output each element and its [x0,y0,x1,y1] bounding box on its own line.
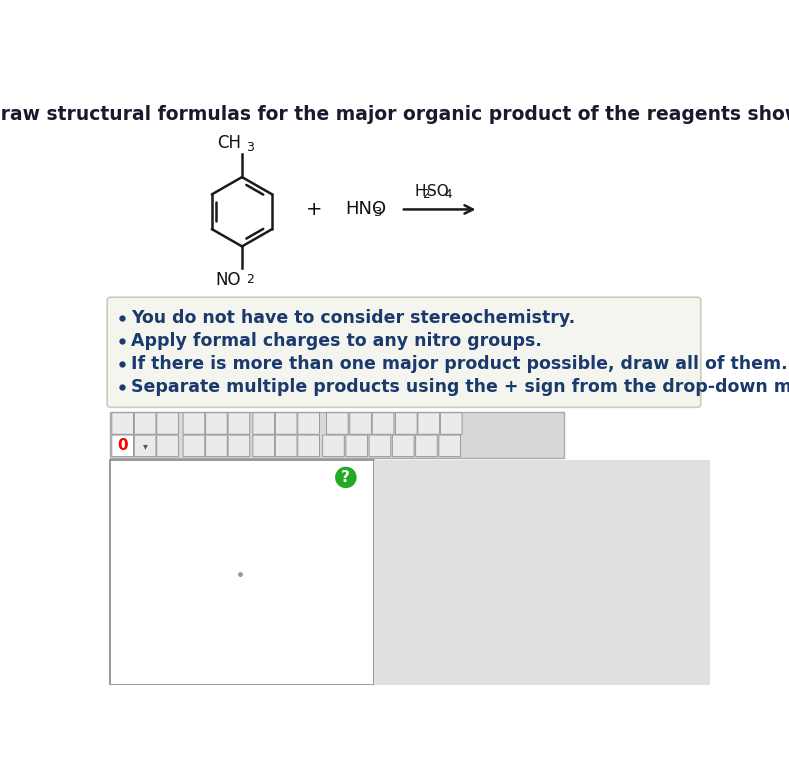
FancyBboxPatch shape [134,413,156,434]
FancyBboxPatch shape [228,413,250,434]
FancyBboxPatch shape [297,413,320,434]
FancyBboxPatch shape [183,435,205,457]
Text: 4: 4 [444,188,452,201]
FancyBboxPatch shape [157,413,178,434]
FancyBboxPatch shape [206,435,227,457]
Bar [110,460,374,685]
Text: Separate multiple products using the + sign from the drop-down menu.: Separate multiple products using the + s… [131,378,789,397]
Circle shape [336,467,356,487]
FancyBboxPatch shape [157,435,178,457]
Bar [110,412,563,458]
Text: 2: 2 [422,188,429,201]
FancyBboxPatch shape [275,435,297,457]
FancyBboxPatch shape [323,435,344,457]
FancyBboxPatch shape [206,413,227,434]
Text: +: + [306,200,323,219]
FancyBboxPatch shape [107,297,701,407]
FancyBboxPatch shape [228,435,250,457]
FancyBboxPatch shape [112,435,133,457]
FancyBboxPatch shape [418,413,439,434]
Text: Apply formal charges to any nitro groups.: Apply formal charges to any nitro groups… [131,332,542,350]
Text: 2: 2 [246,273,254,286]
Text: H: H [415,184,426,199]
Text: You do not have to consider stereochemistry.: You do not have to consider stereochemis… [131,309,575,327]
FancyBboxPatch shape [395,413,417,434]
Text: 0: 0 [118,438,128,454]
Text: Draw structural formulas for the major organic product of the reagents shown.: Draw structural formulas for the major o… [0,105,789,124]
FancyBboxPatch shape [112,413,133,434]
Text: ?: ? [342,470,350,485]
Text: If there is more than one major product possible, draw all of them.: If there is more than one major product … [131,355,787,373]
FancyBboxPatch shape [183,413,205,434]
FancyBboxPatch shape [297,435,320,457]
FancyBboxPatch shape [392,435,414,457]
FancyBboxPatch shape [369,435,391,457]
FancyBboxPatch shape [252,413,275,434]
FancyBboxPatch shape [252,435,275,457]
FancyBboxPatch shape [134,435,156,457]
Bar [374,460,710,685]
FancyBboxPatch shape [327,413,348,434]
Text: CH: CH [217,135,241,152]
FancyBboxPatch shape [439,435,461,457]
Text: 3: 3 [374,206,382,219]
FancyBboxPatch shape [440,413,462,434]
Text: ▾: ▾ [143,441,148,450]
FancyBboxPatch shape [350,413,372,434]
FancyBboxPatch shape [372,413,394,434]
Text: 3: 3 [246,141,254,154]
FancyBboxPatch shape [275,413,297,434]
Text: NO: NO [215,271,241,289]
FancyBboxPatch shape [416,435,437,457]
Text: HNO: HNO [345,200,386,219]
FancyBboxPatch shape [346,435,368,457]
Text: SO: SO [427,184,449,199]
